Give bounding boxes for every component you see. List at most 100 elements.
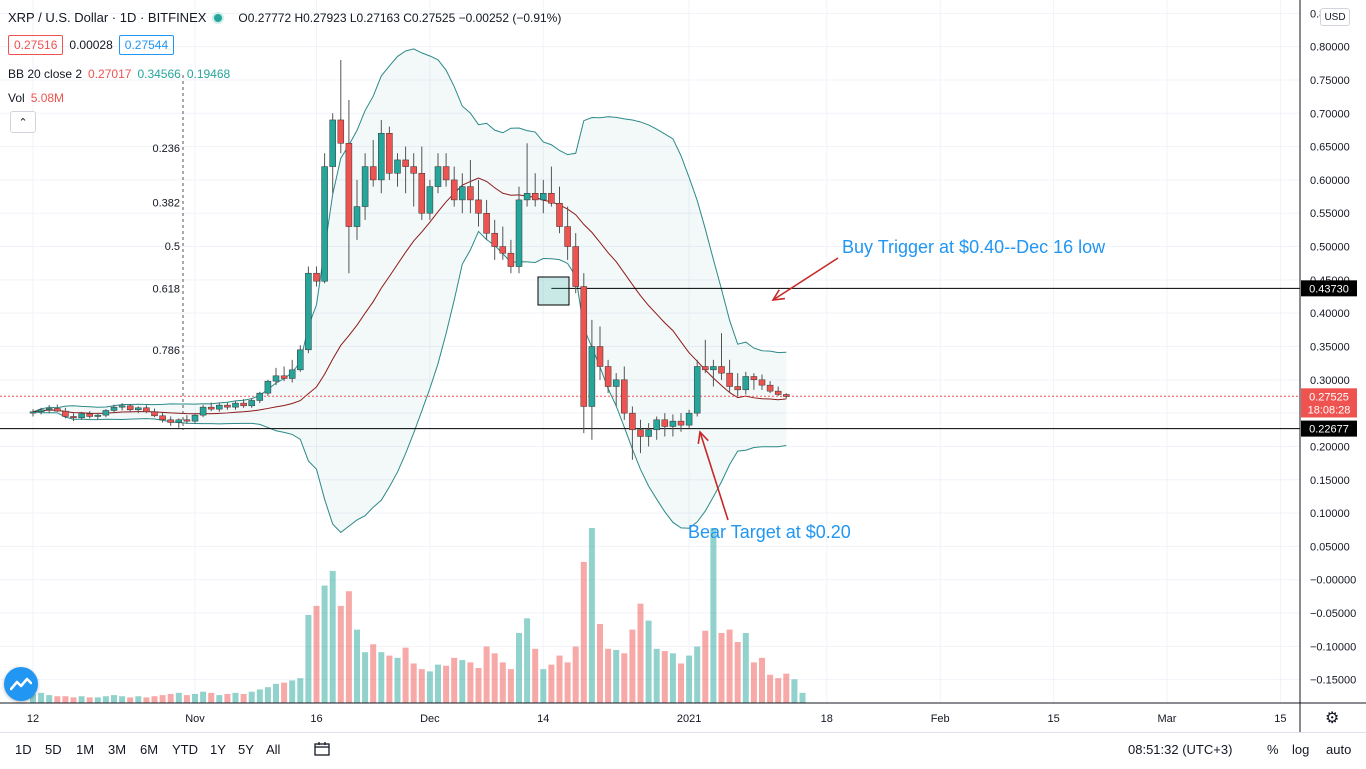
candle-body (297, 349, 304, 371)
price-axis-tag (1301, 401, 1357, 418)
volume-bar (192, 693, 198, 703)
bb-fill-area (33, 48, 787, 533)
timeframe-1m[interactable]: 1M (76, 742, 95, 757)
candle-body (726, 372, 733, 387)
auto-scale-toggle[interactable]: auto (1326, 742, 1352, 757)
price-axis-tag-text: 0.43730 (1309, 283, 1349, 295)
volume-bar (597, 623, 603, 703)
price-tick-label: 0.30000 (1310, 375, 1350, 387)
candle-body (402, 159, 409, 167)
volume-bar (62, 696, 69, 703)
candle-body (248, 400, 255, 407)
horizontal-lines (0, 75, 1300, 430)
candle-body (159, 415, 166, 421)
fib-level-label: 0.618 (152, 284, 180, 296)
candle-body (280, 375, 288, 379)
candle-body (45, 408, 53, 411)
volume-bar (467, 662, 474, 703)
candle-body (580, 286, 588, 407)
volume-bar (742, 633, 749, 703)
fib-level-label: 0.786 (152, 345, 180, 357)
price-tick-label: 0.70000 (1310, 108, 1350, 120)
bid-ask-row: 0.27516 0.00028 0.27544 (8, 35, 175, 55)
volume-bar (208, 692, 215, 703)
volume-bar (70, 697, 77, 703)
timeframe-5d[interactable]: 5D (45, 742, 62, 757)
settings-gear-icon[interactable]: ⚙ (1325, 710, 1340, 727)
volume-bar (532, 648, 539, 703)
date-range-icon[interactable] (314, 742, 330, 759)
candle-body (685, 412, 693, 426)
candle-body (629, 412, 636, 431)
volume-bar (410, 663, 417, 703)
ask-price-button[interactable]: 0.27544 (118, 35, 175, 55)
candle-body (175, 419, 183, 423)
candle-body (102, 410, 110, 416)
volume-bar (483, 646, 490, 703)
volume-bar (524, 618, 531, 703)
candle-body (86, 413, 93, 417)
candle-body (450, 179, 458, 201)
volume-bar (726, 629, 733, 703)
volume-bar (273, 683, 279, 703)
volume-bar (394, 657, 401, 703)
candle-body (337, 119, 345, 144)
volume-bar (94, 697, 101, 703)
timeframe-5y[interactable]: 5Y (238, 742, 254, 757)
vol-label: Vol (8, 91, 25, 105)
candle-body (564, 226, 571, 247)
price-chart[interactable]: 0.236 0.382 0.5 0.618 0.786 Buy Trigger at $… (0, 0, 1366, 732)
collapse-legend-button[interactable]: ⌃ (10, 111, 36, 133)
bb-upper-line (32, 48, 787, 413)
candle-body (288, 369, 296, 379)
candle-body (483, 212, 490, 234)
time-tick-label: Mar (1158, 713, 1177, 725)
percent-scale-toggle[interactable]: % (1267, 742, 1279, 757)
currency-button[interactable]: USD (1320, 8, 1350, 26)
volume-bar (30, 693, 36, 703)
timeframe-6m[interactable]: 6M (140, 742, 159, 757)
candle-body (774, 390, 782, 395)
candle-body (621, 379, 628, 414)
candle-body (183, 419, 191, 422)
timeframe-ytd[interactable]: YTD (172, 742, 198, 757)
candle-body (272, 375, 280, 382)
fib-level-label: 0.236 (152, 143, 180, 155)
volume-bar (119, 696, 126, 703)
bollinger-band-fill (33, 48, 787, 533)
clock-time[interactable]: 08:51:32 (UTC+3) (1128, 742, 1233, 757)
breakdown-highlight-box (537, 276, 570, 306)
candle-body (710, 366, 717, 371)
volume-bar (175, 692, 182, 703)
volume-bar (734, 642, 741, 703)
candle-body (556, 202, 563, 227)
candle-body (758, 379, 766, 386)
volume-bar (418, 669, 425, 703)
buy-trigger-annotation: Buy Trigger at $0.40--Dec 16 low (842, 237, 1106, 257)
candle-body (507, 252, 515, 267)
volume-bar (678, 663, 684, 703)
volume-bar (629, 629, 636, 703)
price-tick-label: −0.10000 (1310, 641, 1356, 653)
price-tick-label: 0.50000 (1310, 242, 1350, 254)
bid-price-button[interactable]: 0.27516 (8, 35, 64, 55)
timeframe-3m[interactable]: 3M (108, 742, 127, 757)
bear-target-arrow (699, 431, 729, 521)
timeframe-all[interactable]: All (266, 742, 281, 757)
log-scale-toggle[interactable]: log (1292, 742, 1310, 757)
candle-body (110, 406, 118, 411)
volume-bar (362, 652, 369, 703)
ohlc-values: O0.27772 H0.27923 L0.27163 C0.27525 −0.0… (238, 10, 562, 25)
tradingview-logo[interactable] (4, 667, 38, 701)
candle-body (191, 414, 199, 422)
volume-bar (281, 682, 288, 703)
timeframe-1y[interactable]: 1Y (210, 742, 226, 757)
timeframe-1d[interactable]: 1D (15, 742, 32, 757)
candle-body (523, 192, 531, 201)
volume-bar (791, 679, 798, 703)
candle-body (718, 366, 725, 374)
volume-bar (54, 696, 61, 703)
volume-bar (516, 633, 522, 703)
price-tick-label: −0.00000 (1310, 575, 1356, 587)
volume-bar (240, 693, 247, 703)
